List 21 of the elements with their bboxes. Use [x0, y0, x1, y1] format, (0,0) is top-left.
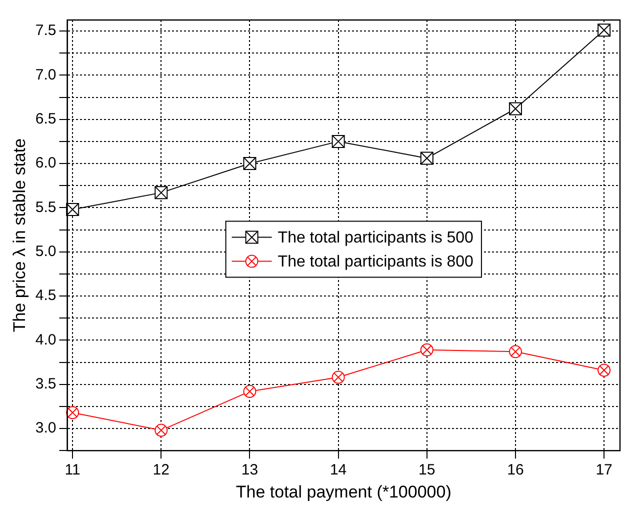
y-tick-label: 6.0 [35, 154, 56, 172]
x-tick-label: 11 [64, 462, 80, 479]
x-tick-label: 17 [596, 462, 612, 479]
y-tick-label: 3.0 [35, 420, 56, 437]
x-tick-label: 16 [507, 462, 524, 479]
y-tick-label: 5.5 [35, 198, 56, 216]
y-tick-label: 4.5 [35, 287, 56, 304]
legend-label: The total participants is 500 [278, 230, 474, 247]
x-tick-label: 12 [152, 462, 170, 479]
y-tick-label: 6.5 [35, 110, 56, 128]
y-tick-label: 7.5 [35, 22, 56, 40]
y-tick-label: 5.0 [35, 243, 56, 260]
x-tick-label: 14 [330, 462, 347, 479]
y-tick-label: 3.5 [35, 375, 56, 392]
x-tick-label: 15 [418, 462, 436, 479]
y-axis-title: The price λ in stable state [10, 138, 29, 332]
y-tick-label: 7.0 [35, 66, 56, 84]
legend-label: The total participants is 800 [278, 254, 474, 271]
y-tick-label: 4.0 [35, 331, 56, 348]
x-tick-label: 13 [241, 462, 258, 479]
x-axis-title: The total payment (*100000) [236, 482, 452, 502]
